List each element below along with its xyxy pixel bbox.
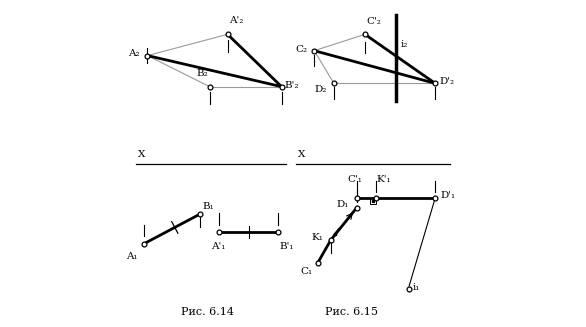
Text: K'₁: K'₁ xyxy=(376,175,391,184)
Text: C₁: C₁ xyxy=(301,267,312,276)
Text: A'₂: A'₂ xyxy=(229,15,244,25)
Text: i₁: i₁ xyxy=(413,283,420,292)
Text: X: X xyxy=(298,149,305,159)
Text: D'₂: D'₂ xyxy=(439,77,454,86)
Text: K₁: K₁ xyxy=(312,233,323,242)
Text: A₁: A₁ xyxy=(126,252,138,261)
Text: D₁: D₁ xyxy=(336,200,349,209)
Text: Рис. 6.14: Рис. 6.14 xyxy=(182,307,234,317)
Text: C₂: C₂ xyxy=(295,44,308,54)
Text: D₂: D₂ xyxy=(315,85,328,94)
Text: Рис. 6.15: Рис. 6.15 xyxy=(325,307,379,317)
Text: B₁: B₁ xyxy=(202,202,214,211)
Text: C'₂: C'₂ xyxy=(367,17,381,26)
Text: C'₁: C'₁ xyxy=(347,175,363,184)
Text: A₂: A₂ xyxy=(128,49,139,59)
Text: D'₁: D'₁ xyxy=(440,191,455,200)
Text: B'₂: B'₂ xyxy=(284,80,299,90)
Text: B'₁: B'₁ xyxy=(280,242,294,251)
Text: i₂: i₂ xyxy=(401,41,408,49)
Text: B₂: B₂ xyxy=(196,69,208,78)
Text: A'₁: A'₁ xyxy=(210,242,225,251)
Text: X: X xyxy=(138,149,145,159)
